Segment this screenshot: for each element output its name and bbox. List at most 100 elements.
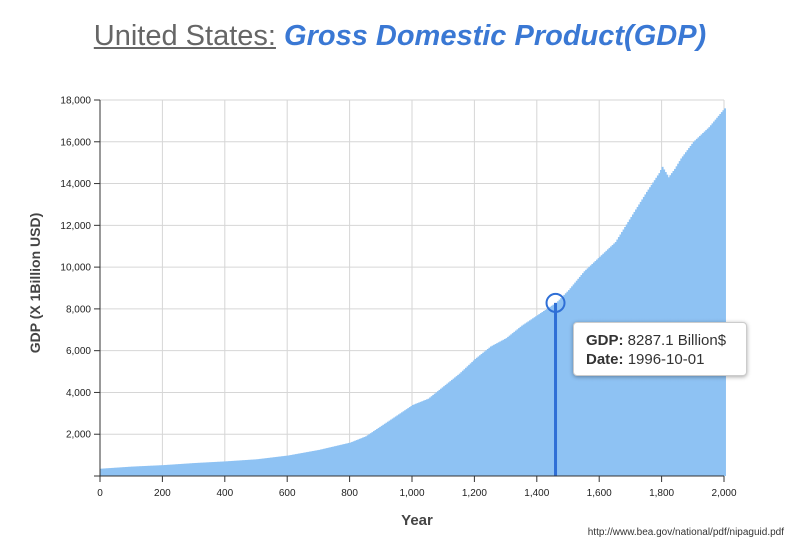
- gdp-bar[interactable]: [279, 456, 282, 476]
- gdp-bar[interactable]: [390, 419, 393, 476]
- gdp-bar[interactable]: [486, 348, 489, 476]
- gdp-bar[interactable]: [461, 370, 464, 476]
- gdp-bar[interactable]: [571, 286, 574, 476]
- gdp-bar[interactable]: [276, 456, 279, 476]
- gdp-bar[interactable]: [702, 133, 705, 476]
- gdp-bar[interactable]: [541, 312, 544, 476]
- gdp-bar[interactable]: [319, 449, 322, 476]
- gdp-bar[interactable]: [577, 278, 580, 476]
- gdp-bar[interactable]: [218, 461, 221, 476]
- gdp-bar[interactable]: [538, 314, 541, 476]
- gdp-bar[interactable]: [716, 117, 719, 476]
- gdp-bar[interactable]: [229, 461, 232, 476]
- gdp-bar[interactable]: [302, 452, 305, 476]
- gdp-bar[interactable]: [326, 448, 329, 476]
- gdp-bar[interactable]: [157, 465, 160, 476]
- gdp-bar[interactable]: [483, 351, 486, 476]
- gdp-bar[interactable]: [416, 403, 419, 476]
- gdp-bar[interactable]: [104, 468, 107, 476]
- gdp-bar[interactable]: [689, 145, 692, 476]
- gdp-bar[interactable]: [525, 322, 528, 476]
- gdp-bar[interactable]: [717, 115, 720, 477]
- gdp-bar[interactable]: [188, 463, 191, 476]
- gdp-bar[interactable]: [240, 460, 243, 476]
- gdp-bar[interactable]: [460, 372, 463, 476]
- gdp-bar[interactable]: [511, 333, 514, 476]
- gdp-bar[interactable]: [539, 313, 542, 476]
- gdp-bar[interactable]: [700, 134, 703, 476]
- gdp-bar[interactable]: [529, 320, 531, 476]
- gdp-bar[interactable]: [422, 400, 425, 476]
- gdp-bar[interactable]: [335, 445, 338, 476]
- gdp-bar[interactable]: [379, 426, 382, 476]
- gdp-bar[interactable]: [530, 319, 533, 476]
- gdp-bar[interactable]: [357, 439, 360, 476]
- gdp-bar[interactable]: [371, 432, 374, 476]
- gdp-bar[interactable]: [101, 468, 104, 476]
- gdp-bar[interactable]: [154, 465, 157, 476]
- gdp-bar[interactable]: [282, 456, 285, 476]
- gdp-bar[interactable]: [173, 464, 176, 476]
- gdp-bar[interactable]: [527, 321, 530, 476]
- gdp-bar[interactable]: [675, 166, 678, 477]
- gdp-bar[interactable]: [688, 148, 691, 477]
- gdp-bar[interactable]: [107, 468, 110, 476]
- gdp-bar[interactable]: [305, 452, 308, 476]
- gdp-bar[interactable]: [709, 125, 712, 476]
- gdp-bar[interactable]: [238, 460, 241, 476]
- gdp-bar[interactable]: [574, 282, 577, 476]
- gdp-bar[interactable]: [287, 455, 290, 476]
- gdp-bar[interactable]: [126, 466, 129, 476]
- gdp-bar[interactable]: [349, 442, 352, 476]
- gdp-bar[interactable]: [405, 409, 408, 476]
- gdp-bar[interactable]: [223, 461, 226, 476]
- gdp-bar[interactable]: [167, 464, 170, 476]
- gdp-bar[interactable]: [368, 434, 371, 476]
- gdp-bar[interactable]: [273, 457, 276, 476]
- gdp-bar[interactable]: [142, 466, 145, 476]
- gdp-bar[interactable]: [265, 458, 268, 476]
- gdp-bar[interactable]: [424, 399, 427, 476]
- gdp-bar[interactable]: [697, 137, 700, 476]
- gdp-bar[interactable]: [149, 465, 152, 476]
- gdp-bar[interactable]: [110, 467, 113, 476]
- gdp-bar[interactable]: [260, 458, 263, 476]
- gdp-bar[interactable]: [310, 451, 313, 476]
- gdp-bar[interactable]: [418, 402, 421, 476]
- gdp-bar[interactable]: [661, 166, 664, 476]
- gdp-bar[interactable]: [563, 294, 566, 476]
- gdp-bar[interactable]: [493, 344, 496, 476]
- gdp-bar[interactable]: [578, 276, 581, 476]
- gdp-bar[interactable]: [280, 456, 283, 476]
- gdp-bar[interactable]: [427, 398, 430, 476]
- gdp-bar[interactable]: [465, 367, 467, 476]
- gdp-bar[interactable]: [137, 466, 140, 476]
- gdp-bar[interactable]: [681, 156, 684, 476]
- gdp-bar[interactable]: [184, 463, 187, 476]
- gdp-bar[interactable]: [397, 414, 400, 476]
- gdp-bar[interactable]: [443, 386, 446, 476]
- gdp-bar[interactable]: [363, 436, 366, 476]
- gdp-bar[interactable]: [532, 318, 535, 476]
- gdp-bar[interactable]: [315, 450, 318, 476]
- gdp-bar[interactable]: [124, 467, 127, 476]
- gdp-bar[interactable]: [432, 394, 435, 476]
- gdp-bar[interactable]: [550, 305, 553, 476]
- gdp-bar[interactable]: [290, 454, 293, 476]
- gdp-bar[interactable]: [263, 458, 266, 476]
- gdp-bar[interactable]: [507, 336, 510, 476]
- gdp-bar[interactable]: [121, 467, 124, 476]
- gdp-bar[interactable]: [575, 280, 578, 476]
- gdp-bar[interactable]: [132, 466, 135, 476]
- gdp-bar[interactable]: [235, 460, 238, 476]
- gdp-bar[interactable]: [547, 307, 550, 476]
- gdp-bar[interactable]: [262, 458, 265, 476]
- gdp-bar[interactable]: [387, 421, 389, 476]
- gdp-bar[interactable]: [352, 441, 355, 476]
- gdp-bar[interactable]: [202, 462, 205, 476]
- gdp-bar[interactable]: [482, 352, 485, 476]
- gdp-bar[interactable]: [678, 161, 681, 476]
- gdp-bar[interactable]: [171, 464, 174, 476]
- gdp-bar[interactable]: [720, 112, 723, 477]
- gdp-bar[interactable]: [410, 406, 413, 476]
